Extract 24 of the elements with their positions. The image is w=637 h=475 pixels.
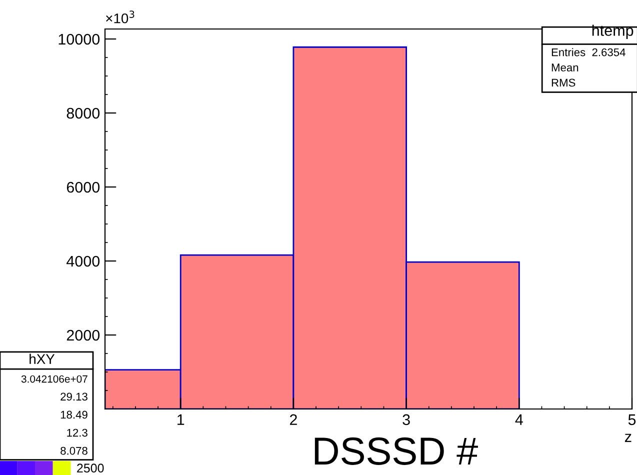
- y-tick-label: 8000: [66, 108, 100, 119]
- x-tick-label: 2: [290, 414, 297, 425]
- annotation: Mean: [552, 64, 578, 72]
- y-tick-label: 10000: [58, 34, 100, 45]
- text: 18.49: [60, 410, 88, 419]
- x-tick-label: 3: [402, 414, 410, 426]
- text: ×10$^{3}$: [106, 10, 134, 24]
- x-tick-label: 4: [515, 414, 523, 425]
- text: 8.078: [60, 446, 88, 455]
- text: 29.13: [60, 392, 88, 401]
- text: hXY: [30, 354, 55, 364]
- annotation: Entries 2.6354: [552, 48, 626, 56]
- x-tick-label: 5: [628, 414, 636, 426]
- text: DSSSD #: [314, 437, 478, 465]
- y-tick-label: 6000: [66, 182, 100, 193]
- text: 2500: [77, 464, 104, 473]
- y-tick-label: 2000: [66, 330, 100, 341]
- y-tick-label: 4000: [66, 256, 100, 267]
- x-axis-title: z: [624, 434, 632, 442]
- text: 12.3: [67, 428, 88, 437]
- annotation: htemp: [592, 24, 634, 39]
- annotation: RMS: [552, 78, 576, 87]
- x-tick-label: 1: [178, 414, 184, 425]
- text: 3.042106e+07: [21, 375, 88, 383]
